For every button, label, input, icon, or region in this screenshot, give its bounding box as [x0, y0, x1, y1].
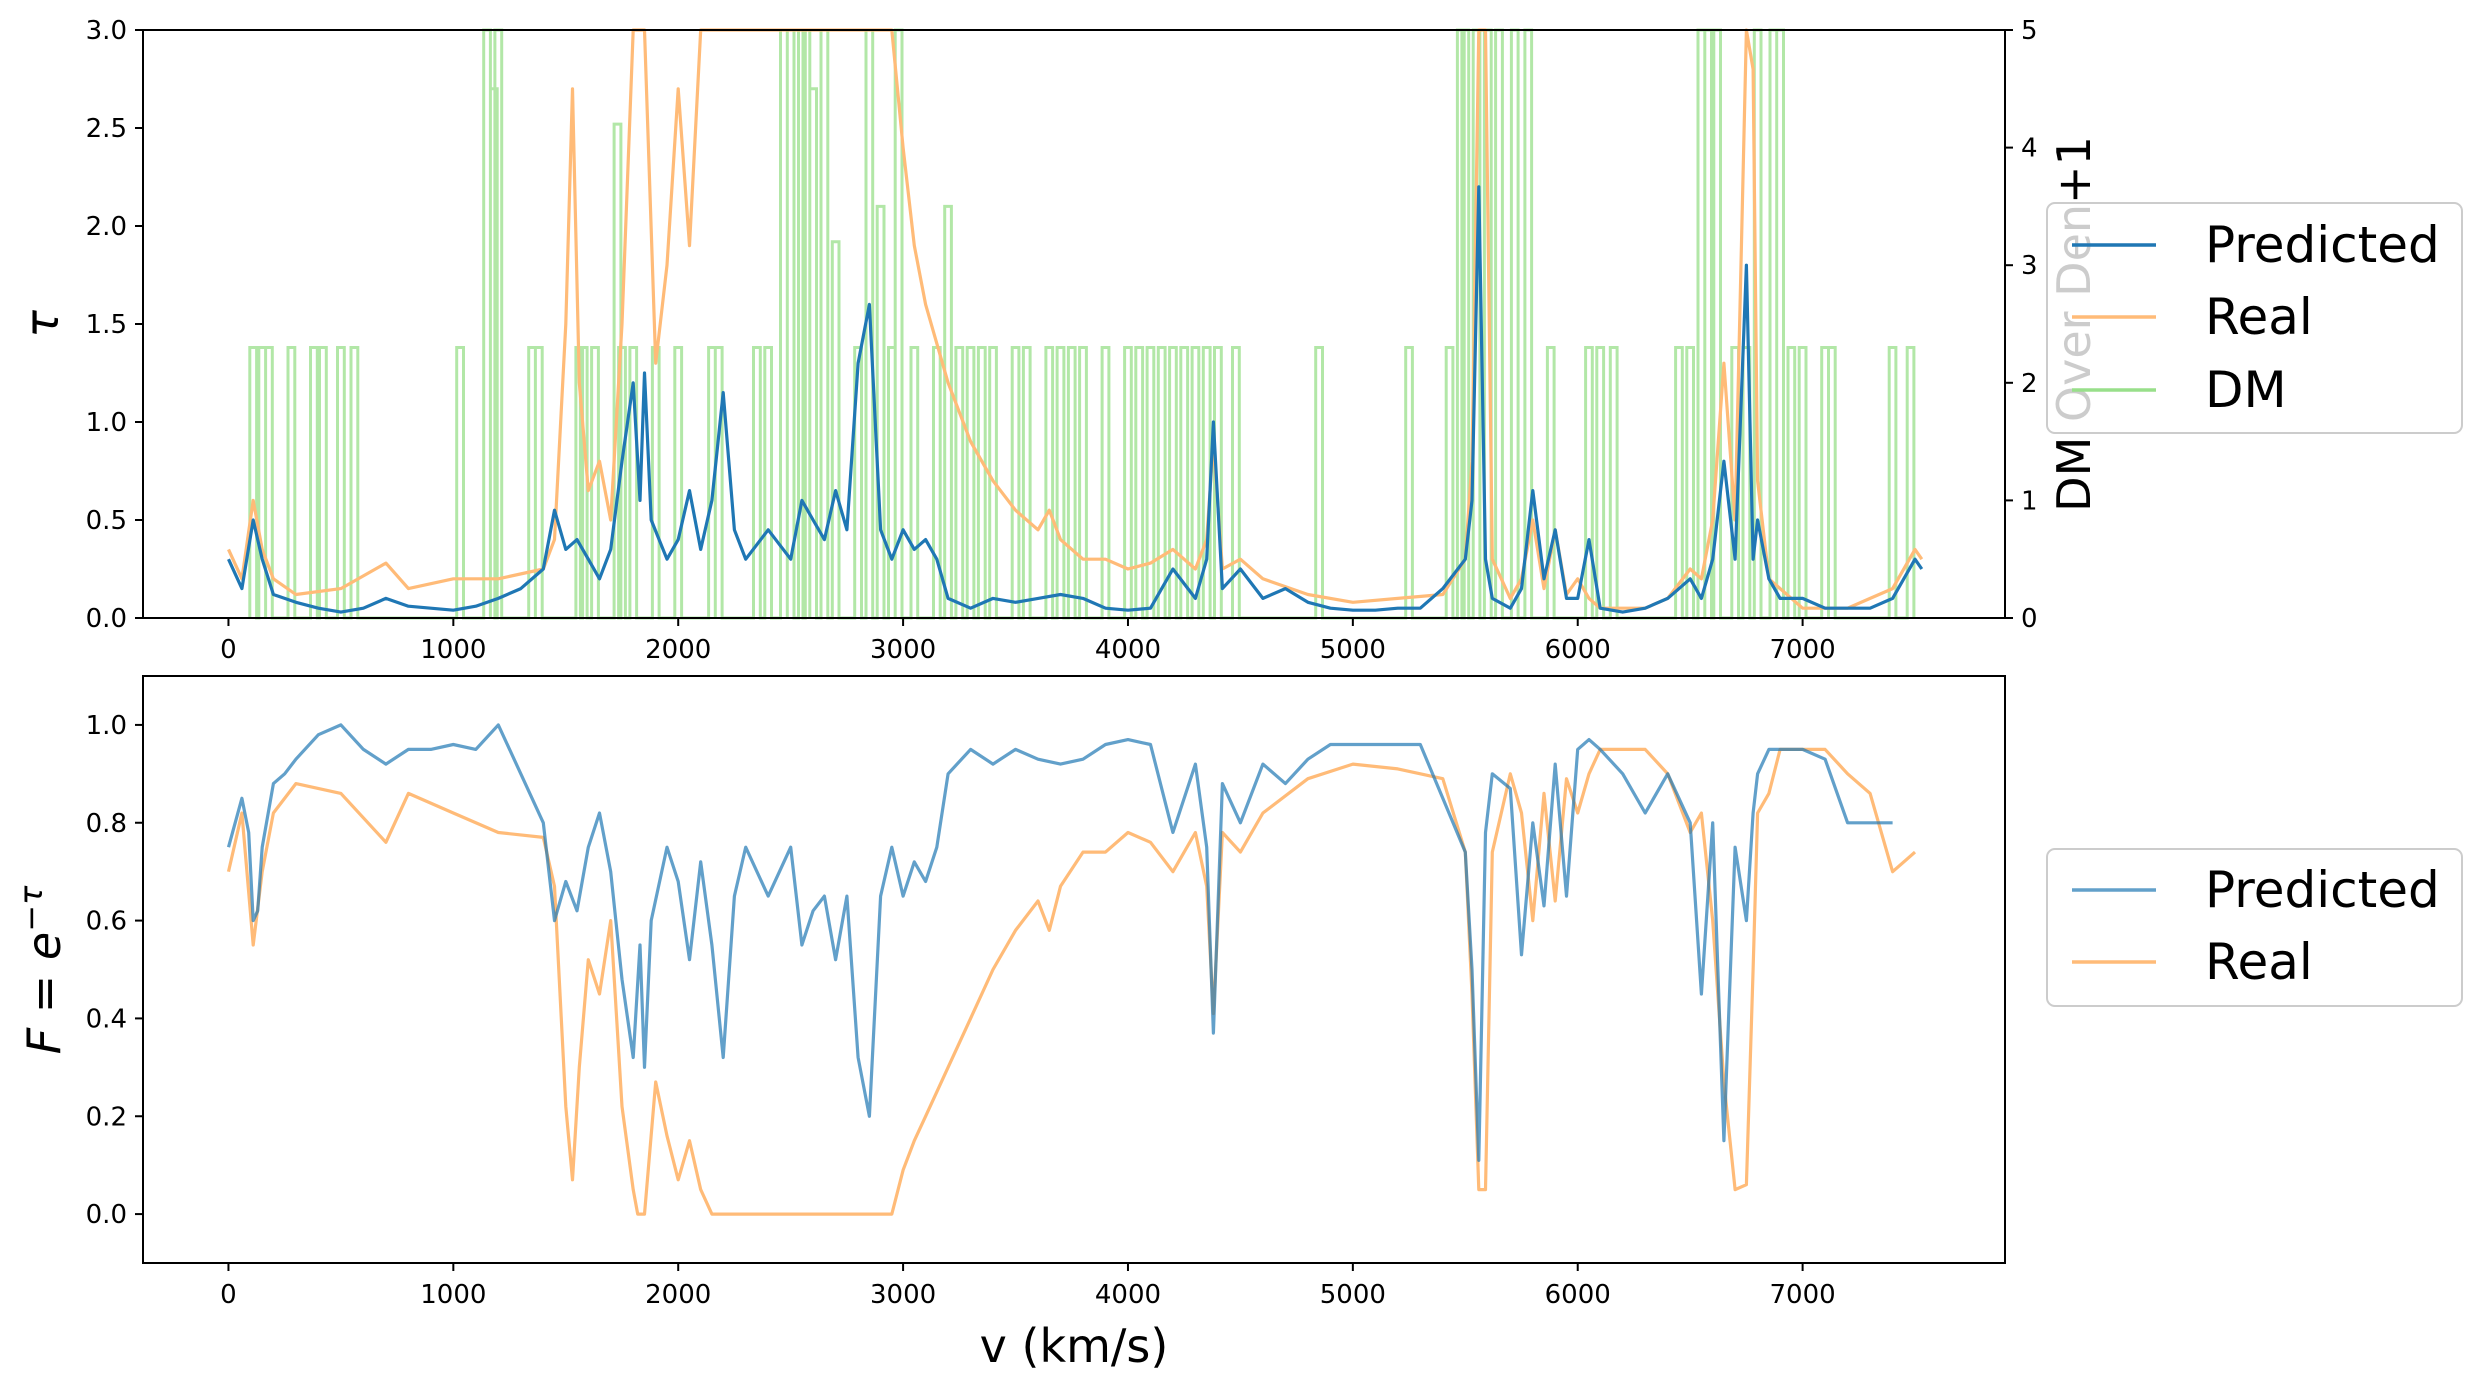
top-y-tick-label: 0.0 — [86, 604, 127, 634]
top-x-tick-label: 0 — [220, 635, 237, 665]
top-y2-tick-label: 5 — [2021, 16, 2038, 46]
top-legend: Predicted Real DM — [2046, 202, 2463, 434]
bottom-legend: Predicted Real — [2046, 848, 2463, 1007]
top-panel: 0 1000 2000 3000 4000 5000 6000 7000 0.0 0.5 1.0 1… — [15, 16, 2463, 665]
top-legend-label-dm: DM — [2205, 361, 2287, 419]
top-y-tick-label: 3.0 — [86, 16, 127, 46]
bottom-y-tick-label: 0.0 — [86, 1200, 127, 1230]
bottom-series-predicted-line — [226, 723, 1893, 1162]
bottom-plot-frame — [142, 675, 2006, 1264]
top-y2-ticks: 0 1 2 3 4 5 — [2005, 16, 2038, 634]
bottom-x-tick-label: 7000 — [1770, 1280, 1836, 1310]
top-y2-tick-label: 2 — [2021, 369, 2038, 399]
top-y2-tick-label: 4 — [2021, 134, 2038, 164]
bottom-legend-label-predicted: Predicted — [2205, 861, 2440, 919]
bottom-x-tick-label: 1000 — [420, 1280, 486, 1310]
bottom-series-group — [226, 723, 1917, 1216]
top-y-tick-label: 1.0 — [86, 408, 127, 438]
bottom-x-tick-label: 5000 — [1320, 1280, 1386, 1310]
top-x-tick-label: 7000 — [1770, 635, 1836, 665]
top-x-tick-label: 1000 — [420, 635, 486, 665]
bottom-y-tick-label: 0.8 — [86, 809, 127, 839]
top-legend-label-real: Real — [2205, 288, 2313, 346]
top-series-real-line — [227, 28, 1924, 610]
bottom-x-tick-label: 0 — [220, 1280, 237, 1310]
top-y-tick-label: 1.5 — [86, 310, 127, 340]
top-series-group — [227, 28, 1924, 620]
bottom-y-axis-title-base: F = e — [17, 932, 71, 1055]
bottom-y-tick-label: 1.0 — [86, 711, 127, 741]
bottom-y-axis-title-exponent: −τ — [12, 885, 50, 932]
bottom-x-tick-label: 6000 — [1545, 1280, 1611, 1310]
top-y2-tick-label: 1 — [2021, 486, 2038, 516]
top-series-predicted-line — [227, 185, 1924, 614]
bottom-x-ticks: 0 1000 2000 3000 4000 5000 6000 7000 — [220, 1263, 1836, 1310]
top-x-tick-label: 6000 — [1545, 635, 1611, 665]
bottom-legend-label-real: Real — [2205, 933, 2313, 991]
top-y-axis-title: τ — [15, 310, 69, 338]
top-x-ticks: 0 1000 2000 3000 4000 5000 6000 7000 — [220, 618, 1836, 665]
bottom-y-tick-label: 0.4 — [86, 1004, 127, 1034]
top-y2-tick-label: 3 — [2021, 251, 2038, 281]
bottom-x-tick-label: 3000 — [870, 1280, 936, 1310]
top-y-tick-label: 2.0 — [86, 212, 127, 242]
top-x-tick-label: 5000 — [1320, 635, 1386, 665]
top-legend-box — [2046, 202, 2463, 434]
bottom-y-tick-label: 0.2 — [86, 1102, 127, 1132]
bottom-x-tick-label: 4000 — [1095, 1280, 1161, 1310]
top-legend-label-predicted: Predicted — [2205, 216, 2440, 274]
top-y-ticks: 0.0 0.5 1.0 1.5 2.0 2.5 3.0 — [86, 16, 143, 634]
bottom-y-ticks: 0.0 0.2 0.4 0.6 0.8 1.0 — [86, 711, 143, 1230]
top-y2-tick-label: 0 — [2021, 604, 2038, 634]
top-x-tick-label: 3000 — [870, 635, 936, 665]
bottom-x-tick-label: 2000 — [645, 1280, 711, 1310]
top-x-tick-label: 2000 — [645, 635, 711, 665]
x-axis-title: v (km/s) — [980, 1319, 1169, 1373]
top-x-tick-label: 4000 — [1095, 635, 1161, 665]
bottom-panel: 0 1000 2000 3000 4000 5000 6000 7000 0.00.20.40… — [12, 675, 2463, 1373]
bottom-plot-area — [143, 676, 2005, 1263]
top-y-tick-label: 2.5 — [86, 114, 127, 144]
bottom-y-axis-title: F = e−τ — [12, 885, 71, 1054]
top-y-tick-label: 0.5 — [86, 506, 127, 536]
bottom-y-tick-label: 0.6 — [86, 907, 127, 937]
